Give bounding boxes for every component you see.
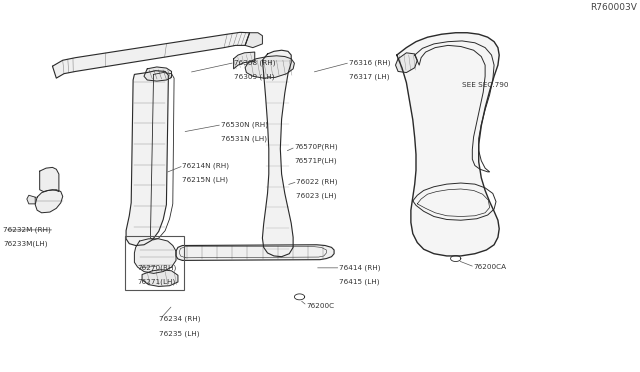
Polygon shape [142, 270, 178, 286]
Polygon shape [134, 239, 176, 273]
Text: 76234 (RH): 76234 (RH) [159, 316, 200, 323]
Text: 76316 (RH): 76316 (RH) [349, 59, 390, 66]
Text: 76023 (LH): 76023 (LH) [296, 192, 337, 199]
Text: 76215N (LH): 76215N (LH) [182, 176, 228, 183]
Polygon shape [126, 71, 168, 246]
Text: 76200CA: 76200CA [474, 264, 507, 270]
Polygon shape [245, 56, 294, 78]
Text: 76571P(LH): 76571P(LH) [294, 158, 337, 164]
Text: 76233M(LH): 76233M(LH) [3, 241, 48, 247]
Text: 76309 (LH): 76309 (LH) [234, 73, 274, 80]
Text: 76414 (RH): 76414 (RH) [339, 264, 381, 271]
Polygon shape [144, 67, 172, 81]
Text: 76317 (LH): 76317 (LH) [349, 73, 389, 80]
Text: SEE SEC.790: SEE SEC.790 [462, 82, 509, 88]
Polygon shape [176, 245, 334, 260]
Text: 76214N (RH): 76214N (RH) [182, 162, 229, 169]
Polygon shape [27, 195, 35, 204]
Text: 76022 (RH): 76022 (RH) [296, 178, 338, 185]
Text: 76271(LH): 76271(LH) [138, 279, 176, 285]
Polygon shape [52, 32, 250, 78]
Bar [125, 236, 184, 290]
Text: 76232M (RH): 76232M (RH) [3, 227, 51, 233]
Text: 76200C: 76200C [306, 303, 334, 309]
Text: 76530N (RH): 76530N (RH) [221, 121, 268, 128]
Text: 76570P(RH): 76570P(RH) [294, 144, 338, 150]
Text: 76235 (LH): 76235 (LH) [159, 330, 199, 337]
Polygon shape [397, 33, 499, 256]
Text: 76531N (LH): 76531N (LH) [221, 135, 267, 142]
Text: R760003V: R760003V [590, 3, 637, 12]
Polygon shape [262, 50, 293, 257]
Text: 76270(RH): 76270(RH) [138, 264, 177, 271]
Polygon shape [245, 33, 262, 48]
Text: 76415 (LH): 76415 (LH) [339, 279, 380, 285]
Polygon shape [234, 52, 255, 69]
Text: 76308 (RH): 76308 (RH) [234, 59, 275, 66]
Polygon shape [40, 167, 59, 192]
Polygon shape [396, 53, 417, 73]
Polygon shape [35, 190, 63, 213]
